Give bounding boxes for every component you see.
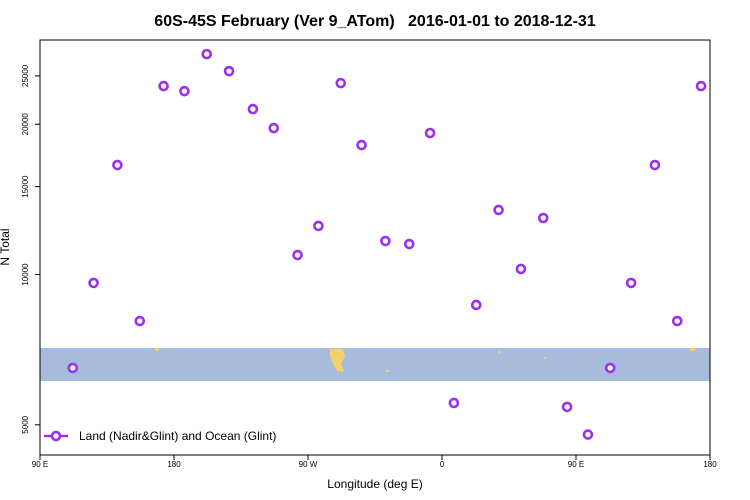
y-tick-label: 10000 bbox=[21, 263, 30, 286]
point bbox=[268, 122, 280, 134]
point bbox=[313, 220, 324, 232]
legend-marker bbox=[50, 430, 62, 442]
point bbox=[292, 249, 303, 261]
y-tick-label: 15000 bbox=[21, 175, 30, 198]
land bbox=[690, 348, 695, 351]
point bbox=[649, 159, 661, 171]
point bbox=[403, 238, 415, 250]
land bbox=[544, 357, 546, 359]
point bbox=[695, 80, 707, 92]
y-tick-label: 5000 bbox=[21, 415, 30, 433]
point bbox=[201, 48, 213, 60]
point bbox=[335, 77, 347, 89]
map-strip bbox=[40, 348, 710, 381]
land bbox=[498, 351, 500, 353]
point bbox=[356, 139, 367, 151]
legend-label: Land (Nadir&Glint) and Ocean (Glint) bbox=[79, 429, 276, 443]
x-axis-label: Longitude (deg E) bbox=[327, 477, 422, 491]
point bbox=[671, 315, 683, 327]
point bbox=[493, 204, 504, 216]
point bbox=[537, 212, 549, 224]
y-tick-label: 25000 bbox=[21, 64, 30, 87]
point bbox=[424, 127, 436, 139]
point bbox=[247, 103, 259, 115]
land bbox=[386, 370, 389, 372]
land bbox=[155, 348, 159, 351]
x-tick-label: 180 bbox=[703, 460, 717, 469]
point bbox=[470, 299, 482, 311]
point bbox=[448, 397, 460, 409]
point bbox=[515, 263, 527, 275]
x-tick-label: 0 bbox=[440, 460, 445, 469]
chart-title: 60S-45S February (Ver 9_ATom) 2016-01-01… bbox=[154, 13, 596, 30]
x-tick-label: 90 E bbox=[32, 460, 48, 469]
x-tick-label: 90 W bbox=[299, 460, 318, 469]
plot-frame bbox=[39, 39, 711, 456]
point bbox=[582, 429, 594, 440]
point bbox=[67, 362, 79, 374]
point bbox=[179, 85, 190, 97]
land bbox=[330, 349, 345, 372]
point bbox=[223, 65, 235, 77]
point bbox=[380, 235, 391, 247]
point bbox=[604, 362, 616, 374]
point bbox=[112, 159, 123, 171]
x-tick-label: 90 E bbox=[568, 460, 584, 469]
y-axis-label: N Total bbox=[0, 228, 12, 265]
x-tick-label: 180 bbox=[167, 460, 181, 469]
point bbox=[134, 315, 146, 327]
ocean-band bbox=[40, 348, 710, 381]
point bbox=[158, 80, 169, 92]
point bbox=[625, 277, 637, 289]
point bbox=[88, 277, 99, 289]
point bbox=[561, 401, 573, 413]
y-tick-label: 20000 bbox=[21, 113, 30, 136]
